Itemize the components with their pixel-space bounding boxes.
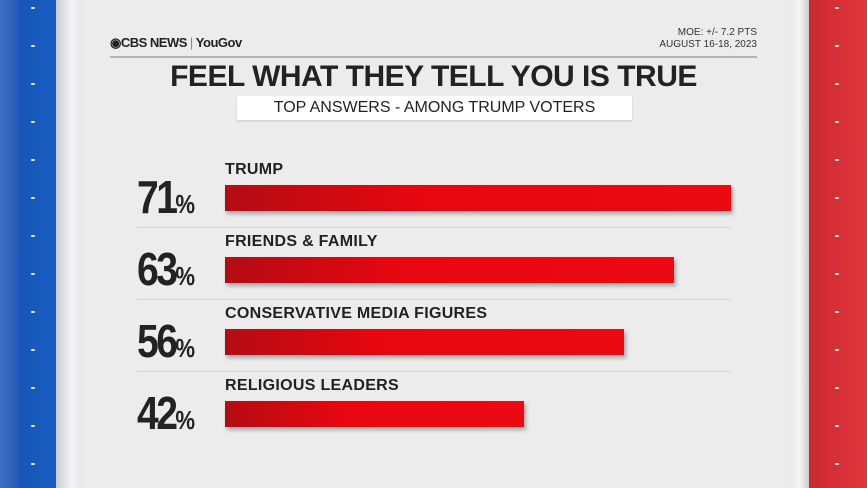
side-tick	[835, 463, 839, 465]
chart-subtitle: TOP ANSWERS - AMONG TRUMP VOTERS	[237, 96, 632, 120]
value-label: 63%	[137, 243, 196, 295]
side-tick	[31, 425, 35, 427]
bar	[225, 257, 674, 283]
side-tick	[835, 349, 839, 351]
side-tick	[31, 463, 35, 465]
side-tick	[835, 159, 839, 161]
side-tick	[31, 273, 35, 275]
bar-row: 42% RELIGIOUS LEADERS	[137, 377, 731, 449]
cbs-eye-icon: ◉	[110, 35, 121, 50]
bar-row: 63% FRIENDS & FAMILY	[137, 233, 731, 305]
left-strip	[56, 0, 82, 488]
bar-row: 56% CONSERVATIVE MEDIA FIGURES	[137, 305, 731, 377]
bar-row: 71% TRUMP	[137, 161, 731, 233]
blue-side-panel	[0, 0, 56, 488]
margin-of-error: MOE: +/- 7.2 PTS	[677, 27, 757, 38]
side-tick	[835, 273, 839, 275]
side-tick	[31, 159, 35, 161]
side-tick	[31, 7, 35, 9]
logo-partner: YouGov	[195, 35, 242, 50]
side-tick	[835, 83, 839, 85]
bar	[225, 401, 525, 427]
bar	[225, 329, 625, 355]
bar	[225, 185, 731, 211]
right-strip	[789, 0, 809, 488]
category-label: RELIGIOUS LEADERS	[225, 377, 400, 394]
logo-text: CBS NEWS	[120, 35, 188, 50]
header-rule	[110, 56, 757, 58]
side-tick	[31, 387, 35, 389]
category-label: CONSERVATIVE MEDIA FIGURES	[225, 305, 488, 322]
chart-title: FEEL WHAT THEY TELL YOU IS TRUE	[170, 60, 697, 93]
side-tick	[835, 197, 839, 199]
side-tick	[835, 387, 839, 389]
side-tick	[31, 121, 35, 123]
side-tick	[835, 45, 839, 47]
value-label: 71%	[137, 171, 196, 223]
side-tick	[835, 7, 839, 9]
side-tick	[31, 45, 35, 47]
side-tick	[31, 197, 35, 199]
side-tick	[835, 121, 839, 123]
category-label: FRIENDS & FAMILY	[225, 233, 378, 250]
cbs-yougov-logo: ◉CBS NEWS | YouGov	[110, 35, 242, 51]
side-tick	[835, 311, 839, 313]
value-label: 42%	[137, 387, 196, 439]
side-tick	[31, 311, 35, 313]
category-label: TRUMP	[225, 161, 284, 178]
row-divider	[137, 299, 731, 300]
poll-info: MOE: +/- 7.2 PTS AUGUST 16-18, 2023	[659, 27, 757, 51]
logo-divider: |	[189, 35, 193, 50]
row-divider	[137, 371, 731, 372]
side-tick	[31, 235, 35, 237]
red-side-panel	[809, 0, 867, 488]
side-tick	[835, 425, 839, 427]
side-tick	[31, 349, 35, 351]
poll-date: AUGUST 16-18, 2023	[659, 39, 757, 50]
side-tick	[31, 83, 35, 85]
row-divider	[137, 227, 731, 228]
value-label: 56%	[137, 315, 196, 367]
side-tick	[835, 235, 839, 237]
